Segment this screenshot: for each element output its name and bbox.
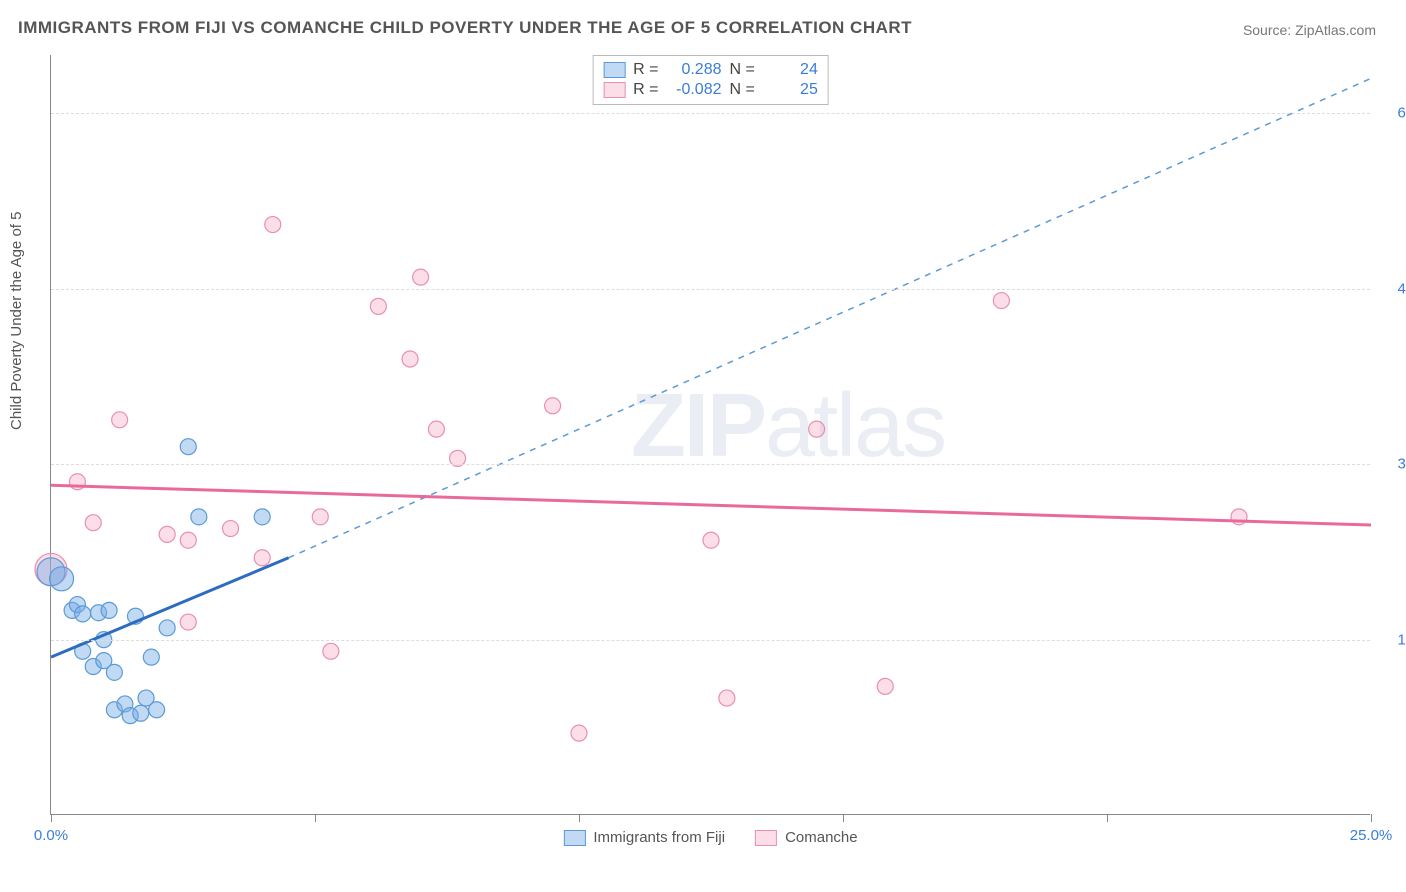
plot-svg [51,55,1370,814]
data-point [571,725,587,741]
data-point [428,421,444,437]
data-point [809,421,825,437]
gridline [51,289,1370,290]
xtick [51,814,52,822]
plot-area: ZIPatlas R = 0.288 N = 24 R = -0.082 N =… [50,55,1370,815]
data-point [877,678,893,694]
data-point [180,439,196,455]
y-axis-label: Child Poverty Under the Age of 5 [8,212,25,430]
r-label-fiji: R = [633,61,658,79]
data-point [149,702,165,718]
data-point [180,614,196,630]
data-point [254,550,270,566]
xtick [843,814,844,822]
data-point [101,602,117,618]
source-label: Source: ZipAtlas.com [1243,22,1376,38]
data-point [143,649,159,665]
legend-label: Comanche [785,829,858,846]
ytick-label: 15.0% [1380,631,1406,648]
legend-swatch [755,830,777,846]
stats-legend: R = 0.288 N = 24 R = -0.082 N = 25 [592,55,829,105]
swatch-fiji [603,62,625,78]
data-point [75,606,91,622]
data-point [719,690,735,706]
data-point [180,532,196,548]
bottom-legend: Immigrants from Fiji Comanche [563,829,857,846]
data-point [703,532,719,548]
xtick [315,814,316,822]
data-point [265,217,281,233]
xtick [1107,814,1108,822]
data-point [402,351,418,367]
gridline [51,640,1370,641]
trend-line-dashed [289,78,1371,557]
data-point [133,705,149,721]
legend-item: Comanche [755,829,858,846]
data-point [159,620,175,636]
data-point [106,664,122,680]
ytick-label: 45.0% [1380,280,1406,297]
swatch-comanche [603,82,625,98]
xtick [579,814,580,822]
legend-label: Immigrants from Fiji [593,829,725,846]
data-point [159,526,175,542]
data-point [254,509,270,525]
data-point [85,515,101,531]
ytick-label: 60.0% [1380,105,1406,122]
xtick-label: 25.0% [1350,827,1393,844]
data-point [50,567,74,591]
data-point [191,509,207,525]
data-point [545,398,561,414]
gridline [51,464,1370,465]
r-value-comanche: -0.082 [667,81,722,99]
data-point [370,298,386,314]
stats-row-comanche: R = -0.082 N = 25 [603,80,818,100]
data-point [223,521,239,537]
data-point [323,643,339,659]
n-value-fiji: 24 [763,61,818,79]
data-point [993,293,1009,309]
data-point [312,509,328,525]
ytick-label: 30.0% [1380,456,1406,473]
data-point [112,412,128,428]
legend-item: Immigrants from Fiji [563,829,725,846]
xtick [1371,814,1372,822]
r-value-fiji: 0.288 [667,61,722,79]
stats-row-fiji: R = 0.288 N = 24 [603,60,818,80]
chart-title: IMMIGRANTS FROM FIJI VS COMANCHE CHILD P… [18,18,912,38]
n-label-fiji: N = [730,61,755,79]
legend-swatch [563,830,585,846]
data-point [413,269,429,285]
xtick-label: 0.0% [34,827,68,844]
n-value-comanche: 25 [763,81,818,99]
gridline [51,113,1370,114]
trend-line [51,485,1371,525]
r-label-comanche: R = [633,81,658,99]
n-label-comanche: N = [730,81,755,99]
